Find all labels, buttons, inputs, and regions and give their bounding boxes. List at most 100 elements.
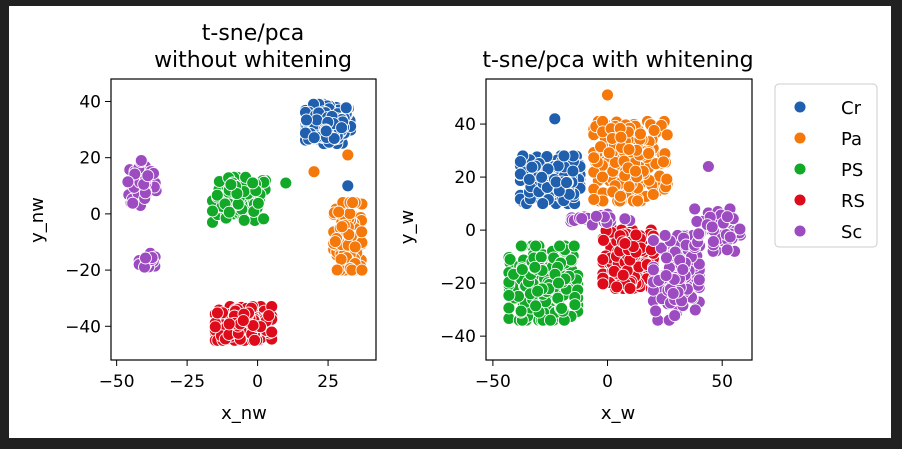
- data-point-cr: [536, 197, 550, 211]
- legend-marker-sc: [793, 224, 807, 238]
- data-point-ps: [206, 204, 219, 218]
- y-ticks: −40 −20 0 20 40: [440, 115, 486, 347]
- legend-label-cr: Cr: [841, 98, 862, 119]
- x-axis-label: x_nw: [221, 403, 267, 424]
- data-point-sc: [688, 202, 702, 216]
- points-group: [502, 88, 747, 327]
- data-point-sc: [121, 175, 135, 189]
- data-point-cr: [341, 179, 355, 193]
- data-point-ps: [279, 176, 293, 190]
- chart-title: t-sne/pca with whitening: [482, 48, 753, 73]
- data-point-sc: [649, 304, 663, 318]
- legend: Cr Pa PS RS Sc: [774, 83, 878, 248]
- data-point-ps: [568, 298, 582, 312]
- figure: t-sne/pca without whitening −50 −25 0 25 −4…: [9, 6, 891, 438]
- data-point-rs: [596, 277, 610, 291]
- y-tick-label: 40: [79, 92, 101, 112]
- data-point-rs: [236, 314, 250, 328]
- data-point-sc: [666, 286, 680, 300]
- panel-with-whitening: t-sne/pca with whitening −50 0 50 −40 −20 0 2…: [397, 48, 754, 424]
- data-point-rs: [222, 317, 236, 331]
- data-point-ps: [555, 301, 569, 315]
- data-point-rs: [623, 281, 637, 295]
- y-tick-label: 40: [454, 115, 476, 135]
- data-point-sc: [706, 235, 720, 249]
- data-point-sc: [589, 209, 603, 223]
- x-axis-label: x_w: [601, 403, 635, 424]
- x-tick-label: 0: [602, 372, 613, 392]
- data-point-rs: [596, 253, 610, 266]
- data-point-ps: [529, 239, 543, 253]
- data-point-pa: [614, 130, 628, 144]
- data-point-ps: [514, 304, 528, 318]
- data-point-pa: [629, 164, 642, 178]
- data-point-sc: [575, 212, 589, 226]
- y-axis-label: y_w: [397, 210, 418, 244]
- data-point-pa: [601, 88, 614, 102]
- data-point-pa: [355, 263, 369, 277]
- y-tick-label: 0: [90, 205, 101, 225]
- data-point-rs: [248, 333, 262, 347]
- x-tick-label: −25: [169, 372, 205, 392]
- data-point-pa: [335, 220, 349, 234]
- data-point-pa: [614, 189, 627, 203]
- y-tick-label: −20: [65, 261, 101, 281]
- data-point-sc: [733, 222, 747, 236]
- data-point-sc: [141, 169, 155, 183]
- data-point-pa: [660, 128, 674, 142]
- data-point-pa: [596, 170, 609, 184]
- data-point-ps: [237, 213, 251, 227]
- data-point-sc: [126, 196, 140, 210]
- data-point-ps: [503, 252, 517, 266]
- data-point-pa: [332, 205, 346, 219]
- data-point-rs: [208, 320, 222, 334]
- data-point-pa: [328, 235, 342, 249]
- legend-label-rs: RS: [841, 191, 865, 212]
- data-point-rs: [265, 325, 279, 339]
- data-point-pa: [348, 240, 362, 254]
- data-point-sc: [692, 273, 706, 287]
- data-point-pa: [646, 187, 660, 201]
- data-point-pa: [657, 155, 670, 169]
- data-point-ps: [257, 212, 271, 226]
- chart-title-line-2: without whitening: [154, 48, 352, 73]
- data-point-ps: [210, 188, 224, 202]
- data-point-sc: [688, 303, 702, 317]
- y-tick-label: 20: [79, 149, 101, 169]
- data-point-sc: [705, 220, 719, 234]
- data-point-sc: [139, 251, 152, 265]
- data-point-sc: [701, 160, 715, 173]
- data-point-pa: [631, 194, 645, 208]
- data-point-ps: [553, 239, 567, 253]
- data-point-cr: [566, 164, 580, 178]
- y-axis-label: y_nw: [27, 197, 48, 243]
- data-point-cr: [307, 131, 321, 145]
- data-point-pa: [587, 192, 601, 206]
- data-point-ps: [515, 263, 529, 276]
- data-point-pa: [355, 225, 369, 239]
- data-point-ps: [531, 284, 545, 298]
- data-point-ps: [567, 239, 581, 253]
- legend-marker-rs: [793, 193, 807, 207]
- legend-marker-pa: [793, 131, 807, 145]
- data-point-sc: [646, 263, 660, 277]
- data-point-pa: [587, 151, 601, 165]
- data-point-pa: [307, 165, 321, 179]
- data-point-rs: [210, 306, 224, 320]
- data-point-rs: [262, 309, 276, 323]
- data-point-sc: [668, 309, 682, 323]
- data-point-pa: [602, 146, 616, 160]
- legend-marker-ps: [793, 162, 807, 176]
- data-point-pa: [343, 207, 357, 221]
- data-point-ps: [502, 301, 516, 315]
- data-point-cr: [535, 170, 549, 184]
- legend-label-sc: Sc: [841, 222, 862, 243]
- data-point-sc: [659, 269, 673, 283]
- data-point-pa: [622, 143, 636, 156]
- legend-marker-cr: [793, 100, 807, 114]
- plot-frame: [110, 78, 377, 361]
- data-point-pa: [330, 263, 344, 277]
- chart-title-line-1: t-sne/pca: [202, 21, 304, 46]
- x-tick-label: 50: [711, 372, 733, 392]
- x-tick-label: 25: [317, 372, 339, 392]
